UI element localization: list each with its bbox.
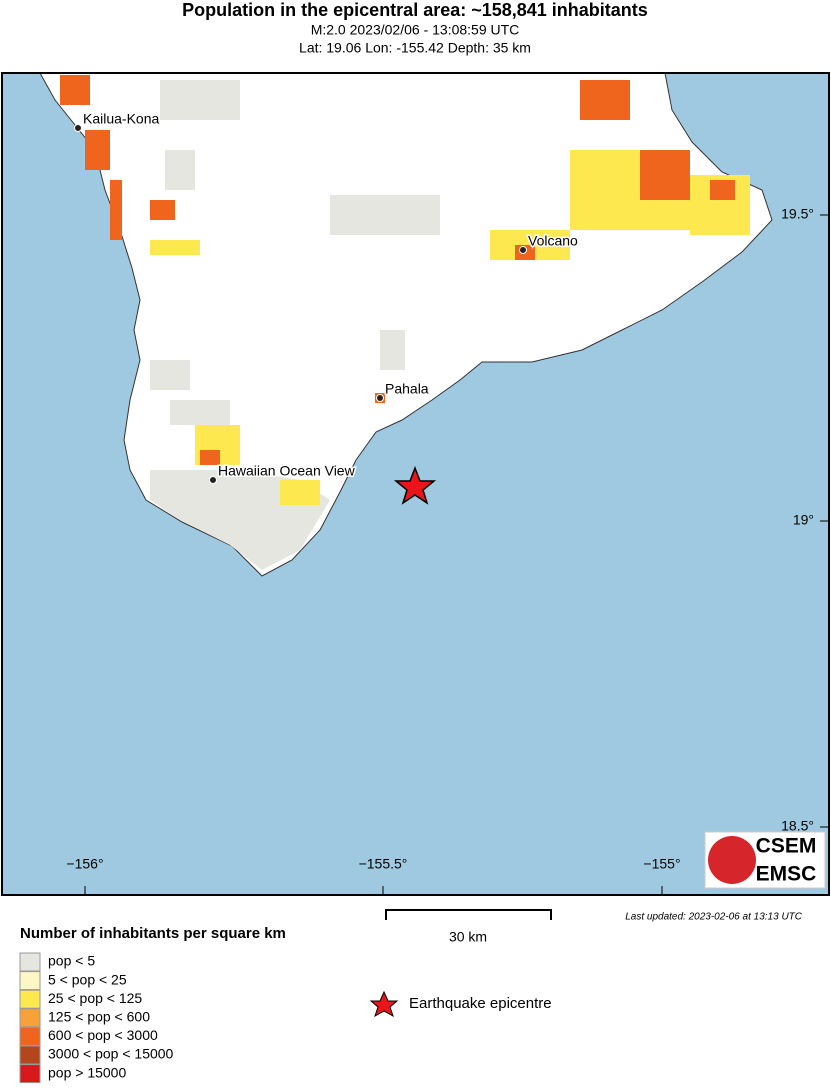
legend-title: Number of inhabitants per square km [20, 925, 286, 942]
legend-swatch [19, 1064, 41, 1084]
lat-label: 18.5° [781, 818, 814, 834]
map-area: Kailua-Kona Volcano Pahala Hawaiian Ocean V… [1, 72, 830, 896]
scale-bar: 30 km [385, 909, 552, 945]
place-label: Kailua-Kona [83, 111, 159, 127]
legend: pop < 5 5 < pop < 25 25 < pop < 125 125 < p… [19, 952, 174, 1084]
legend-label: 5 < pop < 25 [48, 971, 127, 987]
legend-swatch [19, 989, 41, 1009]
legend-label: pop > 15000 [48, 1064, 126, 1080]
legend-swatch [19, 971, 41, 991]
lat-label: 19° [793, 512, 814, 528]
legend-swatch [19, 952, 41, 972]
legend-star [369, 990, 399, 1018]
dense-areas [60, 75, 735, 465]
map-frame [1, 72, 830, 896]
legend-swatch [19, 1008, 41, 1028]
legend-label: 3000 < pop < 15000 [48, 1046, 174, 1062]
location: Lat: 19.06 Lon: -155.42 Depth: 35 km [299, 40, 531, 56]
lon-label: −155° [643, 856, 680, 872]
epicentre-star [393, 465, 437, 505]
populated-areas [150, 150, 750, 505]
subtitle: M:2.0 2023/02/06 - 13:08:59 UTC [311, 22, 520, 38]
scale-line [385, 909, 552, 920]
logo: CSEM EMSC [704, 831, 826, 889]
legend-label: 125 < pop < 600 [48, 1009, 150, 1025]
place-dot [376, 394, 384, 402]
graticule: 19.5° 19° 18.5° −156° −155.5° −155° [66, 206, 829, 895]
legend-label: 25 < pop < 125 [48, 990, 142, 1006]
logo-text: EMSC [756, 863, 817, 886]
last-updated: Last updated: 2023-02-06 at 13:13 UTC [625, 912, 803, 923]
legend-swatch [19, 1026, 41, 1046]
place-dot [209, 476, 217, 484]
place-label: Volcano [528, 233, 578, 249]
legend-label: pop < 5 [48, 953, 95, 969]
lon-label: −156° [66, 856, 103, 872]
place-dot [74, 124, 82, 132]
place-label: Pahala [385, 381, 429, 397]
legend-label: 600 < pop < 3000 [48, 1027, 158, 1043]
lon-label: −155.5° [359, 856, 408, 872]
place-label: Hawaiian Ocean View [218, 463, 356, 479]
epicentre-label: Earthquake epicentre [409, 995, 552, 1012]
legend-swatch [19, 1045, 41, 1065]
title: Population in the epicentral area: ~158,… [182, 0, 648, 20]
logo-text: CSEM [756, 835, 817, 858]
place-dot [519, 246, 527, 254]
scale-label: 30 km [449, 929, 487, 945]
places: Kailua-Kona Volcano Pahala Hawaiian Ocean V… [74, 109, 580, 484]
logo-globe [708, 836, 756, 884]
lat-label: 19.5° [781, 206, 814, 222]
